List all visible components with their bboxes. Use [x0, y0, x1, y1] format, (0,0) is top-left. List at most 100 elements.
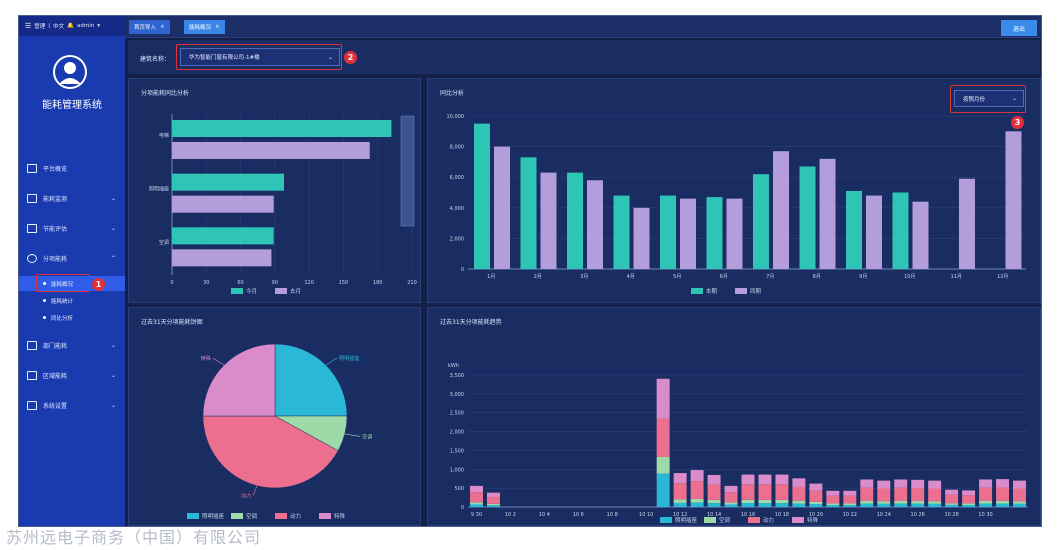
tab-label: 首页导入 [134, 25, 157, 31]
bar-segment [979, 487, 993, 501]
exit-button[interactable]: 退出 [1001, 20, 1037, 36]
x-tick-label: 10 12 [673, 512, 687, 518]
bar [587, 180, 603, 269]
sidebar-item-label: 部门能耗 [43, 342, 68, 350]
dot-icon [43, 282, 46, 285]
highlight-box-3 [950, 85, 1026, 113]
bar-segment [470, 502, 483, 505]
bar-segment [877, 503, 891, 507]
bar-segment [656, 378, 670, 419]
bar-segment [1013, 488, 1026, 502]
bar-segment [843, 505, 857, 507]
building-select[interactable]: 华为智能门窗有限公司-1#楼 ⌄ [180, 48, 340, 66]
sub-item-yoy[interactable]: 同比分析 [19, 310, 125, 325]
pie-label: 空调 [362, 433, 372, 440]
bar-segment [724, 504, 738, 507]
pie-label: 动力 [241, 492, 251, 499]
y-tick-label: 2,500 [450, 411, 464, 417]
close-icon[interactable]: × [160, 24, 165, 30]
legend-label: 动力 [290, 512, 301, 520]
bar-segment [673, 483, 687, 500]
x-tick-label: 6月 [720, 274, 728, 280]
legend-swatch [691, 288, 703, 294]
bar-segment [962, 505, 976, 507]
bar-segment [911, 487, 925, 502]
tab-home[interactable]: 首页导入 × [129, 20, 170, 34]
pie-leader [212, 357, 225, 366]
grid-icon [27, 370, 37, 380]
x-tick-label: 10 24 [877, 512, 891, 518]
sub-item-label: 同比分析 [51, 315, 74, 322]
y-tick-label: 10,000 [447, 114, 465, 120]
bar [726, 198, 743, 269]
app-window: ☰ 管理 | 中文 🔔 admin ▾ 能耗管理系统 平台概览 能耗监测 ⌄ 节能评估… [18, 15, 1042, 527]
y-unit-label: kWh [448, 363, 459, 369]
period-select[interactable]: 按照月份 ⌄ [954, 90, 1024, 107]
close-icon[interactable]: × [215, 24, 220, 30]
bar [799, 166, 816, 269]
sub-item-stats[interactable]: 能耗统计 [19, 293, 125, 308]
sidebar-item-saving[interactable]: 节能评估 ⌄ [19, 218, 125, 238]
bar [613, 195, 630, 269]
tab-overview[interactable]: 能耗概况 × [184, 20, 225, 34]
sidebar-item-monitor[interactable]: 能耗监测 ⌄ [19, 188, 125, 208]
panel-title: 同比分析 [440, 90, 465, 97]
bar-segment [775, 499, 789, 504]
x-tick-label: 10 26 [911, 512, 925, 518]
sidebar-item-label: 节能评估 [43, 225, 68, 233]
annotation-badge-3: 3 [1011, 116, 1024, 129]
bar-segment [809, 490, 823, 502]
sidebar-item-overview[interactable]: 平台概览 [19, 158, 125, 178]
bar-segment [809, 483, 823, 491]
x-tick-label: 210 [407, 280, 417, 286]
bell-icon[interactable]: 🔔 [67, 23, 75, 29]
legend-swatch [275, 288, 287, 294]
x-tick-label: 150 [339, 280, 349, 286]
sub-item-label: 能耗概况 [51, 281, 74, 288]
bar-segment [860, 500, 874, 504]
bar [706, 197, 723, 269]
x-tick-label: 4月 [627, 274, 635, 280]
chevron-down-icon: ⌄ [110, 224, 116, 232]
tab-label: 能耗概况 [189, 25, 212, 31]
admin-name[interactable]: admin [77, 23, 95, 29]
bar [1005, 131, 1022, 269]
sidebar-item-area[interactable]: 区域能耗 ⌄ [19, 365, 125, 385]
zoom-slider [400, 115, 415, 227]
sidebar-item-label: 系统设置 [43, 402, 68, 410]
bar [172, 227, 274, 245]
x-tick-label: 3月 [580, 274, 588, 280]
sidebar-item-subitem[interactable]: 分项能耗 ⌃ [19, 248, 125, 268]
legend-swatch [748, 517, 760, 523]
gear-icon [27, 223, 37, 233]
bar-segment [945, 504, 959, 507]
sidebar-item-dept[interactable]: 部门能耗 ⌄ [19, 335, 125, 355]
lang-switch[interactable]: 中文 [53, 24, 65, 30]
clock-icon [27, 253, 37, 263]
sidebar-item-settings[interactable]: 系统设置 ⌄ [19, 395, 125, 415]
y-tick-label: 空调 [159, 239, 169, 246]
folder-icon [27, 340, 37, 350]
sidebar-item-label: 分项能耗 [43, 255, 68, 263]
chart-daily-stacked: kWh 0 500 1,000 1,500 2,000 2,500 3,000 3,500 9 3… [448, 363, 1028, 524]
legend-swatch [187, 513, 199, 519]
legend-label: 同期 [750, 288, 762, 295]
bar [846, 190, 862, 269]
main-area: 首页导入 × 能耗概况 × 退出 建筑名称： 华为智能门窗有限公司-1#楼 ⌄ 2 分… [125, 16, 1041, 526]
bar-segment [673, 502, 687, 507]
bar-segment [775, 484, 789, 500]
bar [172, 120, 392, 137]
bar [753, 174, 769, 269]
sub-item-label: 能耗统计 [51, 298, 74, 305]
y-tick-label: 3,000 [450, 392, 464, 398]
menu-icon[interactable]: ☰ [25, 22, 32, 30]
pie-leader [344, 433, 361, 437]
bar-segment [792, 478, 806, 487]
legend-swatch [704, 517, 716, 523]
bar-segment [758, 503, 772, 507]
bar-segment [996, 500, 1010, 504]
bar-segment [775, 503, 789, 507]
bar [819, 158, 836, 269]
bar-segment [673, 473, 687, 484]
